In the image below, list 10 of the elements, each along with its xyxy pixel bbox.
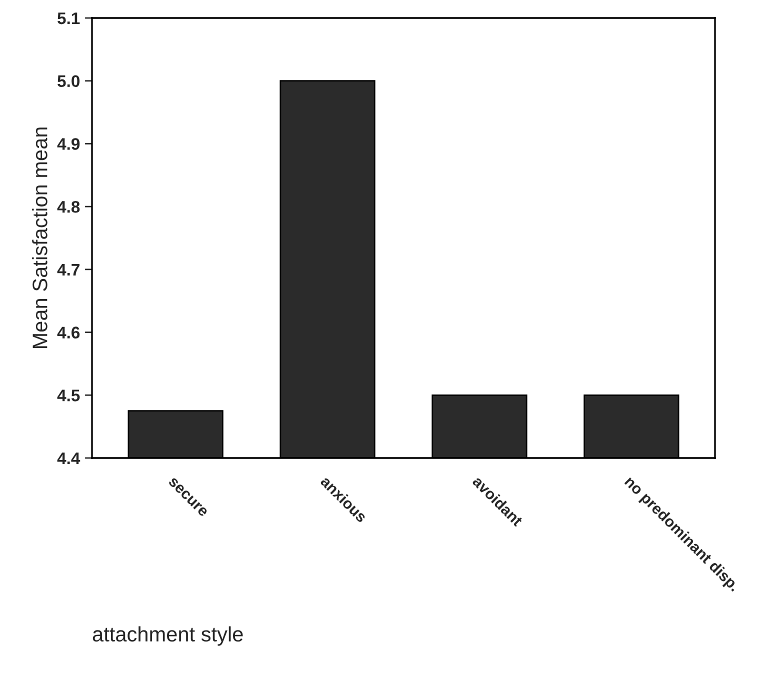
y-axis-title: Mean Satisfaction mean	[32, 128, 48, 348]
x-axis-title: attachment style	[92, 626, 243, 646]
y-tick-label: 4.4	[57, 452, 80, 464]
y-tick-label: 5.1	[58, 12, 80, 24]
y-tick-label: 4.8	[57, 200, 80, 213]
y-tick-label: 4.6	[57, 326, 80, 338]
y-tick-label: 4.9	[57, 138, 80, 150]
y-tick-label: 4.5	[57, 390, 80, 402]
y-tick-label: 5.0	[58, 75, 80, 88]
y-tick-label: 4.7	[57, 264, 80, 276]
